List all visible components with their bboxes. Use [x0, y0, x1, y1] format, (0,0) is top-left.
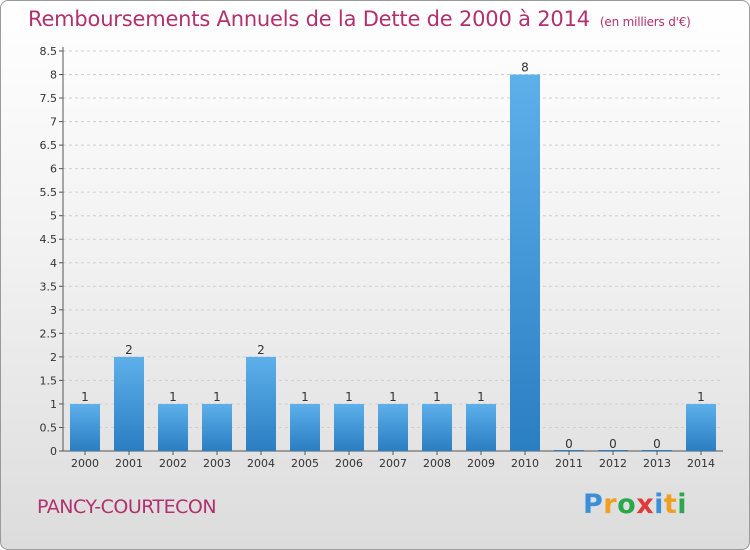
x-tick-label: 2007 — [379, 457, 407, 470]
y-tick-label: 7 — [50, 116, 57, 129]
data-label: 0 — [653, 437, 661, 451]
y-tick-label: 0 — [50, 445, 57, 458]
y-tick-label: 5 — [50, 210, 57, 223]
y-tick-label: 6.5 — [40, 139, 58, 152]
data-label: 1 — [81, 390, 89, 404]
logo-letter: i — [677, 489, 688, 520]
y-tick-label: 8 — [50, 69, 57, 82]
data-label: 1 — [697, 390, 705, 404]
bar — [466, 403, 496, 451]
y-tick-label: 4.5 — [40, 233, 58, 246]
x-tick-label: 2011 — [555, 457, 583, 470]
chart-title: Remboursements Annuels de la Dette de 20… — [28, 7, 691, 31]
bar — [598, 450, 628, 451]
bar — [422, 403, 452, 451]
x-tick-label: 2008 — [423, 457, 451, 470]
bar — [642, 450, 672, 451]
title-unit: (en milliers d'€) — [599, 15, 691, 29]
x-tick-label: 2006 — [335, 457, 363, 470]
bars — [70, 74, 716, 451]
y-tick-label: 3.5 — [40, 280, 58, 293]
y-tick-label: 0.5 — [40, 421, 58, 434]
bar — [510, 74, 540, 451]
x-tick-label: 2010 — [511, 457, 539, 470]
x-tick-label: 2003 — [203, 457, 231, 470]
bar — [554, 450, 584, 451]
proxiti-logo: Proxiti — [583, 489, 687, 520]
bar — [158, 403, 188, 451]
bar — [686, 403, 716, 451]
title-text: Remboursements Annuels de la Dette de 20… — [28, 7, 590, 31]
y-tick-label: 1 — [50, 398, 57, 411]
y-tick-label: 8.5 — [40, 45, 58, 58]
y-tick-label: 2.5 — [40, 327, 58, 340]
y-tick-label: 1.5 — [40, 374, 58, 387]
data-label: 1 — [213, 390, 221, 404]
labels: 00.511.522.533.544.555.566.577.588.51200… — [40, 45, 716, 470]
bar — [70, 403, 100, 451]
x-tick-label: 2004 — [247, 457, 275, 470]
bar — [290, 403, 320, 451]
bar — [334, 403, 364, 451]
logo-letter: P — [583, 489, 604, 520]
y-tick-label: 2 — [50, 351, 57, 364]
y-tick-label: 3 — [50, 304, 57, 317]
bar — [246, 356, 276, 451]
x-tick-label: 2000 — [71, 457, 99, 470]
commune-name: PANCY-COURTECON — [37, 496, 217, 518]
data-label: 0 — [565, 437, 573, 451]
y-tick-label: 6 — [50, 163, 57, 176]
logo-letter: o — [617, 489, 637, 520]
data-label: 2 — [257, 343, 265, 357]
logo-letter: t — [663, 489, 678, 520]
x-tick-label: 2012 — [599, 457, 627, 470]
x-tick-label: 2014 — [687, 457, 715, 470]
x-tick-label: 2013 — [643, 457, 671, 470]
data-label: 0 — [609, 437, 617, 451]
y-tick-label: 5.5 — [40, 186, 58, 199]
logo-letter: r — [603, 489, 618, 520]
x-tick-label: 2005 — [291, 457, 319, 470]
data-label: 8 — [521, 61, 529, 75]
data-label: 1 — [301, 390, 309, 404]
x-tick-label: 2002 — [159, 457, 187, 470]
bar — [378, 403, 408, 451]
bar — [114, 356, 144, 451]
logo-letter: i — [654, 489, 664, 520]
y-tick-label: 7.5 — [40, 92, 58, 105]
x-tick-label: 2009 — [467, 457, 495, 470]
logo-letter: x — [636, 489, 655, 520]
y-tick-label: 4 — [50, 257, 57, 270]
data-label: 2 — [125, 343, 133, 357]
data-label: 1 — [389, 390, 397, 404]
data-label: 1 — [433, 390, 441, 404]
x-tick-label: 2001 — [115, 457, 143, 470]
data-label: 1 — [477, 390, 485, 404]
data-label: 1 — [345, 390, 353, 404]
data-label: 1 — [169, 390, 177, 404]
bar — [202, 403, 232, 451]
